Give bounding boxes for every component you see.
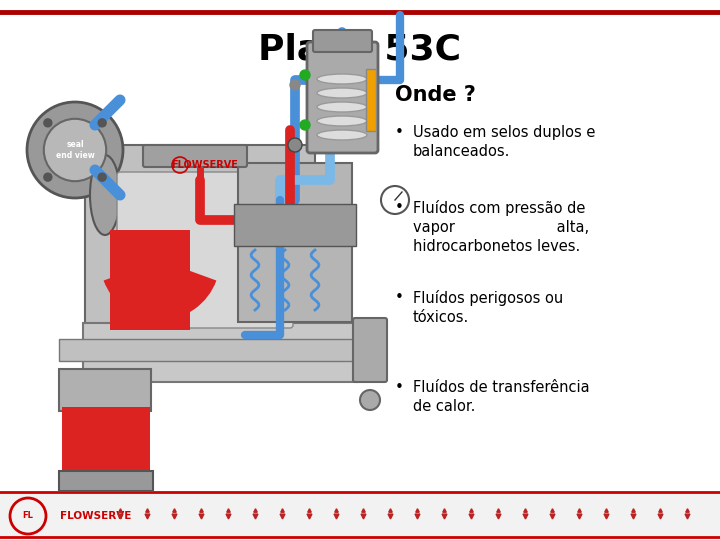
FancyBboxPatch shape <box>83 323 357 382</box>
Circle shape <box>300 70 310 80</box>
FancyBboxPatch shape <box>117 172 293 328</box>
Text: •: • <box>395 125 404 140</box>
Ellipse shape <box>317 116 367 126</box>
FancyBboxPatch shape <box>353 318 387 382</box>
Circle shape <box>360 390 380 410</box>
Text: FL: FL <box>22 511 33 521</box>
Circle shape <box>27 102 123 198</box>
Text: •: • <box>395 200 404 215</box>
Ellipse shape <box>317 88 367 98</box>
Ellipse shape <box>317 102 367 112</box>
FancyBboxPatch shape <box>110 230 190 330</box>
Text: Usado em selos duplos e
balanceados.: Usado em selos duplos e balanceados. <box>413 125 595 159</box>
Circle shape <box>98 173 106 181</box>
FancyBboxPatch shape <box>59 369 151 411</box>
Circle shape <box>44 173 52 181</box>
Wedge shape <box>104 260 217 320</box>
FancyBboxPatch shape <box>59 339 371 361</box>
FancyBboxPatch shape <box>59 471 153 491</box>
Text: •: • <box>395 380 404 395</box>
Text: Fluídos perigosos ou
tóxicos.: Fluídos perigosos ou tóxicos. <box>413 290 563 325</box>
Text: seal
end view: seal end view <box>55 140 94 160</box>
FancyBboxPatch shape <box>366 69 376 131</box>
FancyBboxPatch shape <box>238 163 352 322</box>
Ellipse shape <box>317 74 367 84</box>
Text: FLOWSERVE: FLOWSERVE <box>60 511 131 521</box>
FancyBboxPatch shape <box>85 145 315 345</box>
Circle shape <box>290 80 300 90</box>
Text: Fluídos de transferência
de calor.: Fluídos de transferência de calor. <box>413 380 590 414</box>
FancyBboxPatch shape <box>307 42 378 153</box>
Circle shape <box>44 119 107 181</box>
Bar <box>0 492 720 540</box>
Circle shape <box>381 186 409 214</box>
Text: FLOWSERVE: FLOWSERVE <box>171 160 238 170</box>
FancyBboxPatch shape <box>62 407 150 485</box>
FancyBboxPatch shape <box>143 145 247 167</box>
Text: Plano 53C: Plano 53C <box>258 33 462 67</box>
Circle shape <box>300 120 310 130</box>
FancyBboxPatch shape <box>234 204 356 246</box>
Text: Onde ?: Onde ? <box>395 85 476 105</box>
FancyBboxPatch shape <box>313 30 372 52</box>
Text: Fluídos com pressão de
vapor                      alta,
hidrocarbonetos leves.: Fluídos com pressão de vapor alta, hidro… <box>413 200 589 254</box>
Circle shape <box>98 119 106 127</box>
Ellipse shape <box>317 130 367 140</box>
Circle shape <box>288 138 302 152</box>
Ellipse shape <box>90 155 120 235</box>
Text: •: • <box>395 290 404 305</box>
Circle shape <box>44 119 52 127</box>
